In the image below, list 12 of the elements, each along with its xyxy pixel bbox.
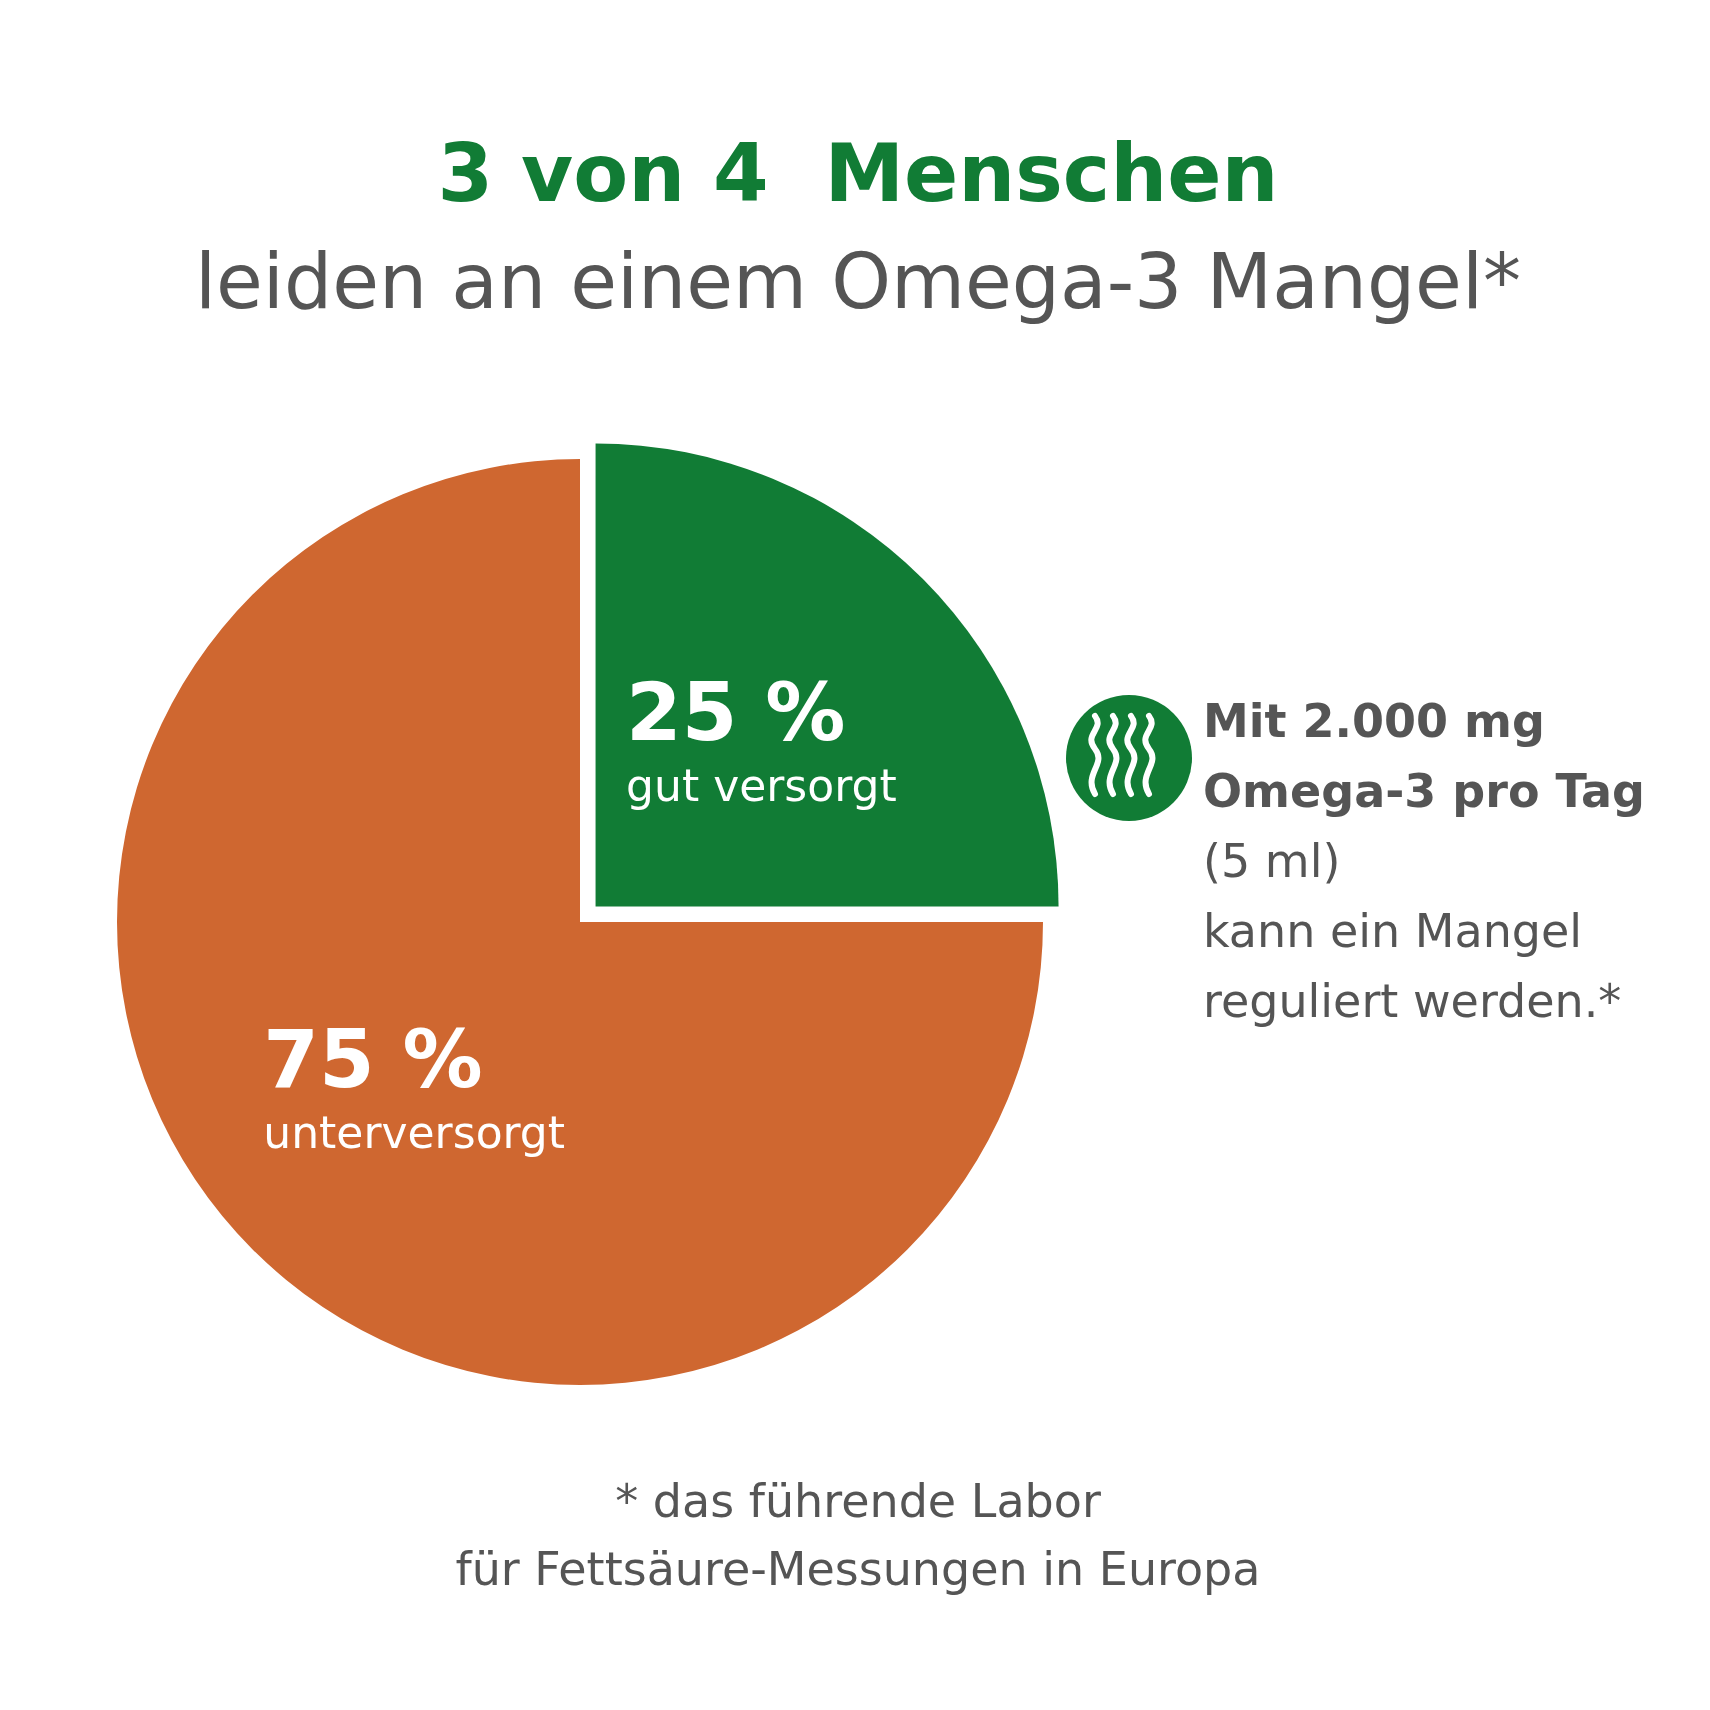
text: * das führende Labor für Fettsäure-Messungen in Europa	[455, 1474, 1261, 1596]
text: Mit 2.000 mg	[1203, 694, 1545, 748]
text: reguliert werden.*	[1203, 974, 1622, 1028]
data-label: 75 %	[263, 1013, 483, 1107]
text: Omega-3 pro Tag	[1203, 764, 1645, 818]
chart-title: 3 von 4 Menschen	[437, 126, 1279, 220]
data-label: 25 %	[626, 666, 846, 760]
text: (5 ml)	[1203, 834, 1341, 888]
slice-label: gut versorgt	[626, 760, 897, 812]
slice-label: unterversorgt	[263, 1107, 566, 1159]
text: kann ein Mangel	[1203, 904, 1583, 958]
chart-subtitle: leiden an einem Omega-3 Mangel*	[195, 236, 1521, 326]
